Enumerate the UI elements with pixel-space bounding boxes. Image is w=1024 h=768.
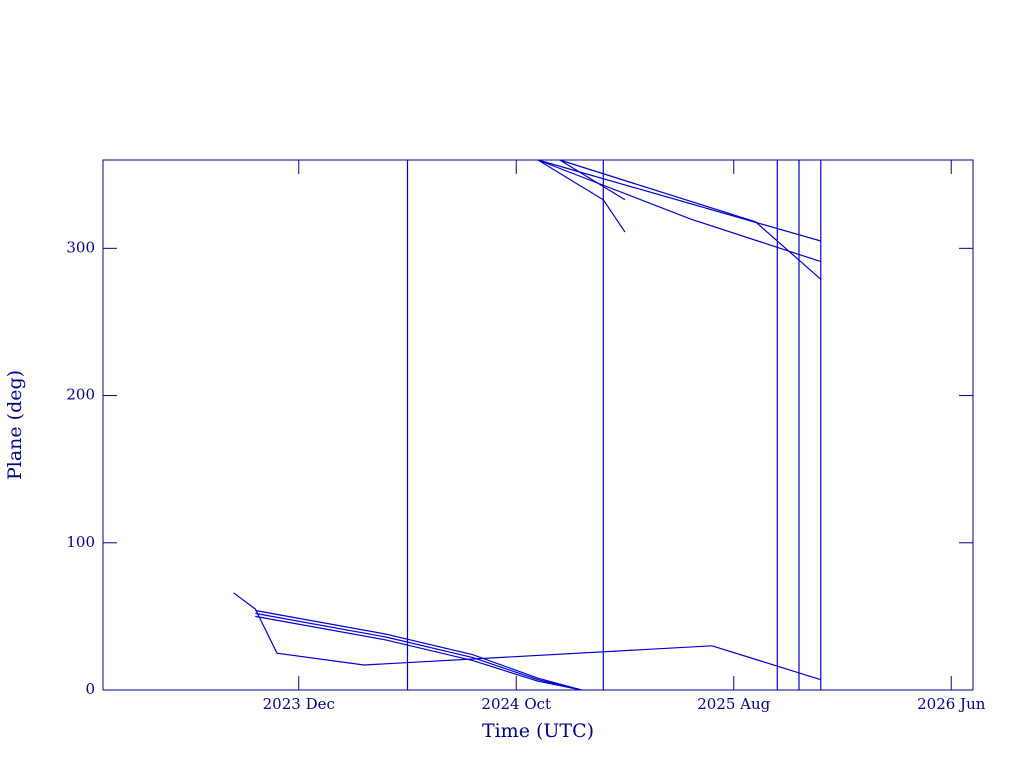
x-axis-label: Time (UTC) (482, 720, 594, 742)
series-line (255, 612, 582, 691)
series-line (537, 159, 626, 233)
series-line (559, 159, 626, 201)
x-tick-label: 2024 Oct (481, 695, 551, 713)
y-tick-label: 100 (66, 533, 95, 551)
series-line (255, 609, 582, 691)
plot-frame (102, 159, 974, 691)
y-tick-label: 200 (66, 386, 95, 404)
series-line (537, 159, 821, 242)
y-axis-label: Plane (deg) (4, 370, 26, 480)
series-line (233, 592, 821, 681)
series-line (537, 159, 821, 263)
y-tick-label: 300 (66, 238, 95, 256)
x-tick-label: 2023 Dec (263, 695, 335, 713)
x-tick-label: 2025 Aug (697, 695, 770, 713)
y-tick-label: 0 (85, 680, 95, 698)
series-line (255, 615, 582, 691)
x-tick-label: 2026 Jun (917, 695, 986, 713)
